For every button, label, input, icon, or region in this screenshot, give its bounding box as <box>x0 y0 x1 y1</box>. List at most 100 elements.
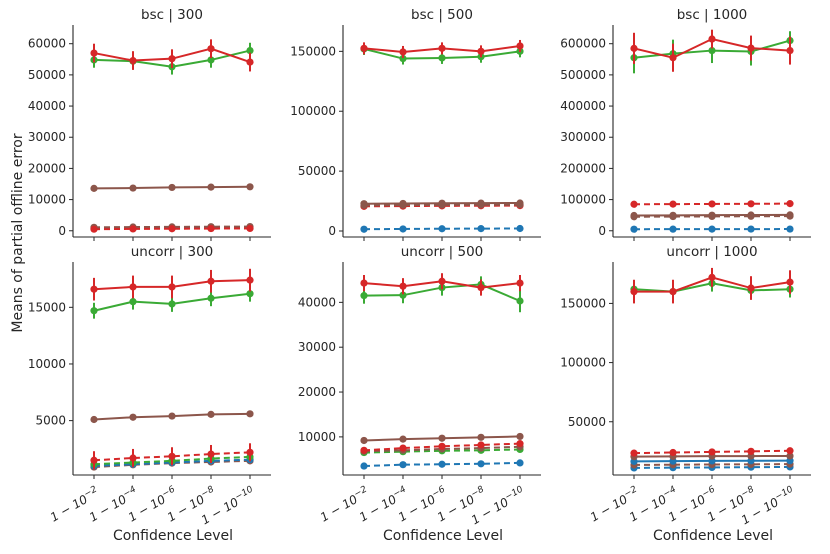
data-point <box>630 449 638 457</box>
series-red-solid <box>360 39 524 58</box>
y-tick-label: 200000 <box>560 161 606 175</box>
subplot-2: bsc | 500 0 50000 100000 150000 <box>290 7 541 241</box>
data-point <box>708 273 716 281</box>
series-red-solid <box>90 39 254 72</box>
data-point <box>90 307 98 315</box>
data-point <box>207 183 215 191</box>
y-tick-label: 50000 <box>28 68 66 82</box>
data-point <box>630 200 638 208</box>
y-axis-label: Means of partial offline error <box>10 133 26 332</box>
data-point <box>207 56 215 64</box>
data-point <box>438 54 446 62</box>
y-tick-label: 400000 <box>560 99 606 113</box>
data-point <box>747 211 755 219</box>
series-line <box>93 451 251 462</box>
data-point <box>477 460 485 468</box>
series-line <box>93 459 251 469</box>
y-tick-label: 500000 <box>560 68 606 82</box>
data-point <box>399 291 407 299</box>
subplot-title: bsc | 1000 <box>677 7 748 23</box>
data-point <box>168 55 176 63</box>
series-blue-dashed <box>360 224 524 233</box>
series-line <box>363 442 521 452</box>
data-point <box>246 46 254 55</box>
y-tick-label: 40000 <box>28 99 66 113</box>
data-point <box>516 297 524 305</box>
data-point <box>399 282 407 290</box>
series-brown-solid <box>360 432 524 445</box>
data-point <box>207 45 215 53</box>
data-point <box>168 225 176 233</box>
series-line <box>633 449 791 455</box>
data-point <box>708 225 716 233</box>
data-point <box>747 284 755 292</box>
data-point <box>399 444 407 452</box>
data-point <box>246 224 254 233</box>
data-point <box>669 54 677 62</box>
data-point <box>129 56 137 65</box>
series-line <box>363 461 521 468</box>
series-red-solid <box>630 267 794 304</box>
data-point <box>477 225 485 233</box>
y-tick-label: 10000 <box>28 193 66 207</box>
data-point <box>669 211 677 219</box>
data-point <box>168 283 176 291</box>
y-tick-label: 60000 <box>28 37 66 51</box>
y-tick-label: 100000 <box>560 193 606 207</box>
series-blue-dashed <box>630 225 794 233</box>
data-point <box>207 410 215 418</box>
data-point <box>129 225 137 233</box>
y-tick-label: 50000 <box>568 415 606 429</box>
series-line <box>633 202 791 206</box>
data-point <box>669 225 677 233</box>
subplot-title: bsc | 300 <box>141 7 203 23</box>
data-point <box>246 410 254 418</box>
series-brown-solid <box>90 410 254 424</box>
data-point <box>246 183 254 191</box>
data-point <box>669 200 677 208</box>
data-point <box>438 44 446 52</box>
y-tick-label: 20000 <box>298 385 336 399</box>
data-point <box>399 48 407 56</box>
x-axis-label: Confidence Level <box>113 528 233 544</box>
series-line <box>363 204 521 208</box>
data-point <box>129 413 137 421</box>
data-point <box>360 462 368 470</box>
series-line <box>633 215 791 218</box>
subplot-title: uncorr | 300 <box>131 244 214 260</box>
data-point <box>207 224 215 233</box>
data-point <box>168 183 176 192</box>
y-tick-label: 30000 <box>28 130 66 144</box>
data-point <box>786 211 794 219</box>
series-line <box>93 458 251 467</box>
y-tick-label: 5000 <box>35 414 66 428</box>
series-brown-solid <box>630 211 794 220</box>
series-red-solid <box>90 268 254 301</box>
series-red-dashed <box>90 443 254 470</box>
data-point <box>708 35 716 43</box>
series-line <box>363 203 521 207</box>
data-point <box>90 415 98 424</box>
data-point <box>129 298 137 306</box>
series-line <box>363 445 521 453</box>
data-point <box>477 47 485 55</box>
data-point <box>246 448 254 456</box>
data-point <box>399 54 407 63</box>
data-point <box>516 42 524 50</box>
data-point <box>630 211 638 220</box>
data-point <box>438 442 446 450</box>
data-point <box>747 447 755 455</box>
y-tick-label: 0 <box>58 224 66 238</box>
data-point <box>438 225 446 233</box>
series-brown-solid <box>360 199 524 208</box>
series-line <box>363 227 521 231</box>
series-line <box>633 465 791 469</box>
data-point <box>516 279 524 287</box>
data-point <box>360 44 368 52</box>
data-point <box>669 287 677 296</box>
y-tick-label: 150000 <box>560 296 606 310</box>
series-green-solid <box>90 285 254 319</box>
subplot-title: uncorr | 1000 <box>666 244 757 260</box>
